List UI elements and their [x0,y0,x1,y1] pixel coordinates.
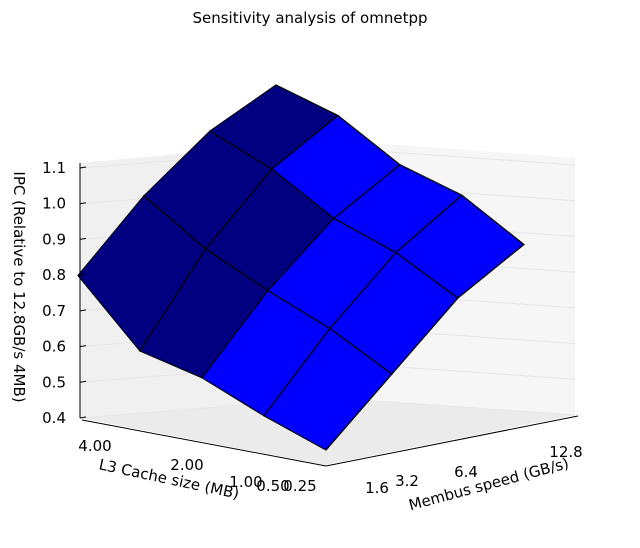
z-gridline-right [331,397,576,416]
x-tick-label: 1.6 [365,479,389,497]
x-tick-label: 3.2 [395,472,419,490]
y-tick-label: 1.00 [229,473,262,491]
z-tick-label: 0.4 [42,409,66,427]
z-tick-label: 0.5 [42,373,66,391]
z-tick-label: 0.6 [42,338,66,356]
z-tick-label: 1.1 [42,159,66,177]
z-axis-label: IPC (Relative to 12.8GB/s 4MB) [10,171,28,402]
surface-face-0-2 [208,84,340,170]
y-tick-label: 0.50 [256,477,289,495]
z-tick-mark [79,380,87,383]
x-tick-label: 6.4 [454,463,478,481]
chart-title: Sensitivity analysis of omnetpp [192,9,427,27]
z-tick-label: 0.9 [42,230,66,248]
y-axis-line [81,419,327,467]
z-tick-mark [79,309,87,312]
z-tick-mark [79,273,87,276]
surface-plot [77,84,525,451]
z-tick-label: 0.8 [42,266,66,284]
x-axis-label: Membus speed (GB/s) [407,454,571,514]
z-tick-label: 0.7 [42,302,66,320]
axis-ticks: 0.4 0.5 0.6 0.7 0.8 0.9 1.0 1.1 4.00 2.00 1.000.50… [42,159,583,497]
y-axis-label: L3 Cache size (MB) [97,455,240,502]
z-tick-mark [79,345,87,348]
z-tick-mark [79,202,87,205]
x-tick-label: 12.8 [549,443,582,461]
z-tick-label: 1.0 [42,195,66,213]
y-tick-label: 4.00 [78,437,111,455]
z-tick-mark [79,237,87,240]
y-tick-label: 0.25 [283,477,316,495]
x-axis-line [325,415,579,467]
y-tick-label: 2.00 [170,456,203,474]
z-tick-mark [79,166,87,169]
z-tick-mark [79,416,87,419]
